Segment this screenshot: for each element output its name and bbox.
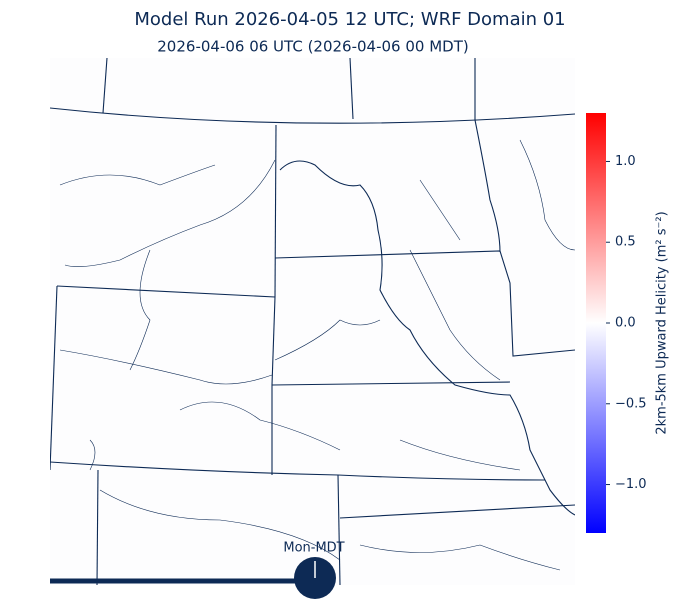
subtitle: 2026-04-06 06 UTC (2026-04-06 00 MDT) xyxy=(157,38,468,56)
clock-label: Mon-MDT xyxy=(283,541,344,556)
colorbar-tick-label: 1.0 xyxy=(615,154,636,169)
colorbar-label: 2km-5km Upward Helicity (m² s⁻²) xyxy=(655,211,670,434)
colorbar-tick-label: 0.5 xyxy=(615,235,636,250)
map xyxy=(50,58,575,585)
colorbar-tick-label: −1.0 xyxy=(615,477,647,492)
colorbar-tick-label: −0.5 xyxy=(615,396,647,411)
title: Model Run 2026-04-05 12 UTC; WRF Domain … xyxy=(134,9,565,30)
colorbar xyxy=(586,113,606,533)
colorbar-tick-label: 0.0 xyxy=(615,316,636,331)
